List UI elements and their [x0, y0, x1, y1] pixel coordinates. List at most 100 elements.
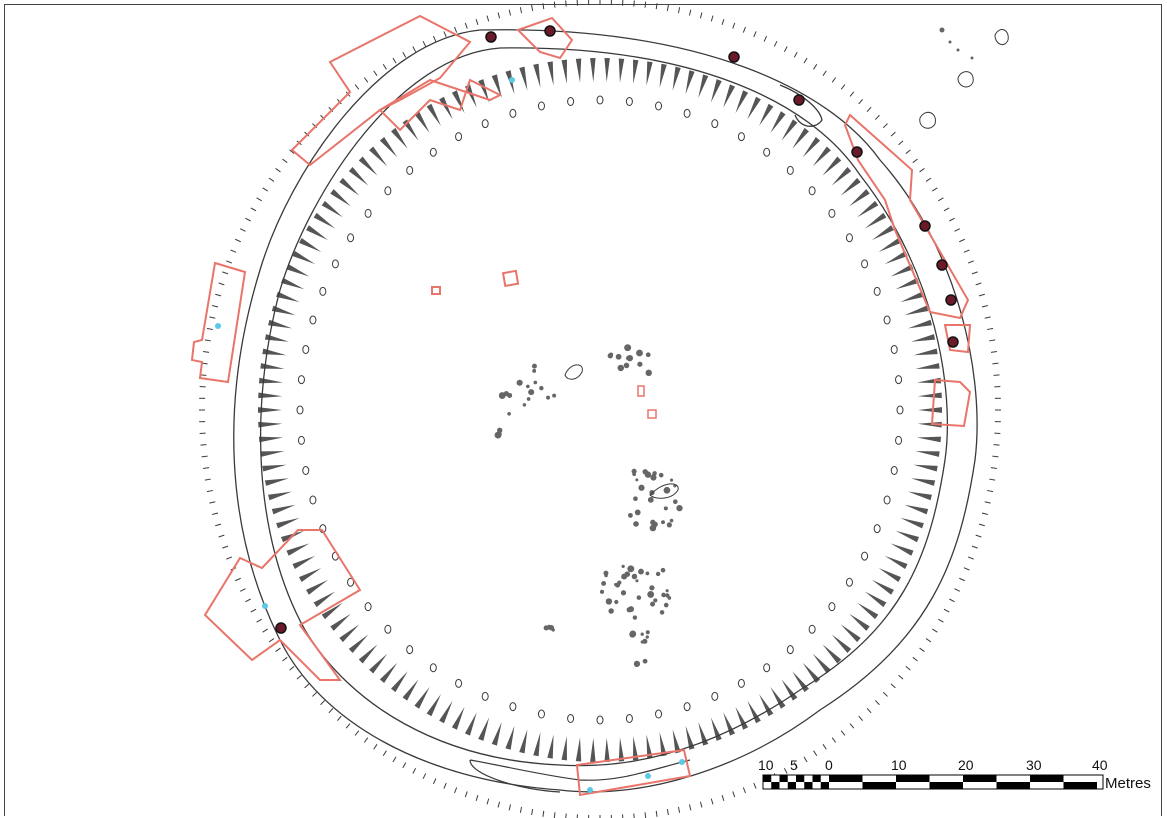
ditch-hachure: [426, 103, 441, 126]
ditch-hachure: [369, 146, 388, 167]
post-hole: [599, 589, 605, 594]
ditch-hachure: [633, 736, 639, 761]
bank-hachure: [412, 46, 417, 53]
scale-segment: [804, 782, 813, 789]
bank-hachure: [813, 63, 818, 70]
bank-hachure: [937, 197, 944, 202]
bank-hachure: [565, 813, 567, 818]
bank-hachure: [239, 228, 246, 232]
bank-hachure: [987, 489, 994, 493]
scale-label-10-left: 10: [758, 757, 774, 773]
bank-hachure: [373, 70, 378, 76]
stakehole: [828, 602, 836, 612]
bank-hachure: [230, 249, 237, 253]
post-hole: [608, 608, 614, 614]
ditch-hachure: [916, 436, 942, 443]
stakehole: [481, 691, 489, 701]
bank-hachure: [866, 708, 872, 714]
ditch-hachure: [339, 624, 360, 643]
bank-hachure: [275, 168, 281, 173]
stakehole: [455, 678, 463, 688]
bank-hachure: [235, 238, 241, 243]
stakehole: [737, 132, 745, 142]
post-hole: [624, 344, 632, 352]
scale-segment: [929, 782, 963, 789]
bank-hachure: [655, 810, 658, 817]
post-hole: [631, 468, 637, 474]
post-hole: [661, 592, 666, 598]
scale-segment: [812, 775, 821, 782]
post-hole: [666, 522, 672, 528]
ditch-hachure: [915, 451, 940, 457]
ditch-hachure: [286, 264, 310, 277]
dark-pit-feature: [851, 146, 863, 158]
trench-central-tiny-2: [647, 409, 657, 419]
bank-hachure: [912, 656, 918, 662]
post-hole: [626, 356, 631, 361]
post-hole: [614, 599, 619, 605]
post-hole: [647, 496, 654, 503]
ditch-hachure: [414, 111, 430, 134]
ditch-hachure: [281, 277, 305, 290]
ditch-hachure: [872, 225, 894, 241]
bank-hachure: [200, 374, 207, 376]
stakehole: [808, 624, 816, 634]
bank-hachure: [753, 782, 757, 789]
ditch-hachure: [812, 146, 831, 167]
ditch-hachure: [258, 392, 283, 399]
pit-outline: [649, 483, 679, 499]
ditch-hachure: [286, 543, 310, 556]
ditch-hachure: [618, 737, 625, 762]
ditch-hachure: [298, 237, 322, 252]
stakehole: [890, 345, 898, 355]
ditch-hachure: [330, 189, 351, 207]
bank-hachure: [218, 534, 225, 538]
stakehole: [302, 465, 310, 475]
bank-hachure: [919, 168, 925, 173]
ditch-hachure: [590, 58, 596, 83]
bank-hachure: [206, 489, 213, 493]
scale-segment: [763, 775, 772, 782]
scale-segment: [1063, 782, 1097, 789]
ditch-hachure: [781, 119, 798, 141]
ditch-hachure: [426, 694, 441, 717]
bank-hachure: [519, 7, 523, 14]
post-hole: [659, 610, 665, 615]
bank-hachure: [382, 750, 387, 757]
post-hole: [640, 632, 644, 636]
bank-hachure: [793, 762, 798, 769]
bank-hachure: [898, 140, 904, 146]
post-hole: [633, 496, 638, 502]
trench-central-tiny: [637, 385, 645, 397]
bank-hachure: [688, 804, 692, 811]
stakehole: [384, 186, 392, 196]
post-hole: [633, 660, 641, 667]
ditch-hachure: [802, 136, 821, 158]
bank-hachure: [212, 512, 219, 515]
bank-hachure: [222, 545, 229, 549]
stakehole: [883, 495, 891, 505]
bank-hachure: [209, 501, 216, 504]
scale-label-30: 30: [1026, 757, 1042, 773]
bank-hachure: [454, 26, 458, 33]
stakehole: [455, 132, 463, 142]
bank-hachure: [262, 628, 268, 633]
ditch-hachure: [710, 717, 722, 741]
post-hole: [637, 361, 643, 367]
bank-hachure: [666, 808, 669, 816]
stakehole: [711, 691, 719, 701]
bank-hachure: [226, 260, 233, 264]
stakehole: [309, 315, 317, 325]
post-hole: [665, 593, 670, 598]
bank-hachure: [890, 131, 896, 137]
north-east-features: [919, 27, 1009, 129]
bank-hachure: [268, 177, 275, 182]
bank-hachure: [943, 207, 950, 212]
stakehole: [384, 624, 392, 634]
ditch-hachure: [872, 579, 894, 595]
cyan-feature: [509, 77, 515, 83]
bank-hachure: [382, 63, 387, 70]
bank-hachure: [256, 197, 263, 202]
bank-hachure: [422, 773, 427, 780]
scale-label-20: 20: [958, 757, 974, 773]
